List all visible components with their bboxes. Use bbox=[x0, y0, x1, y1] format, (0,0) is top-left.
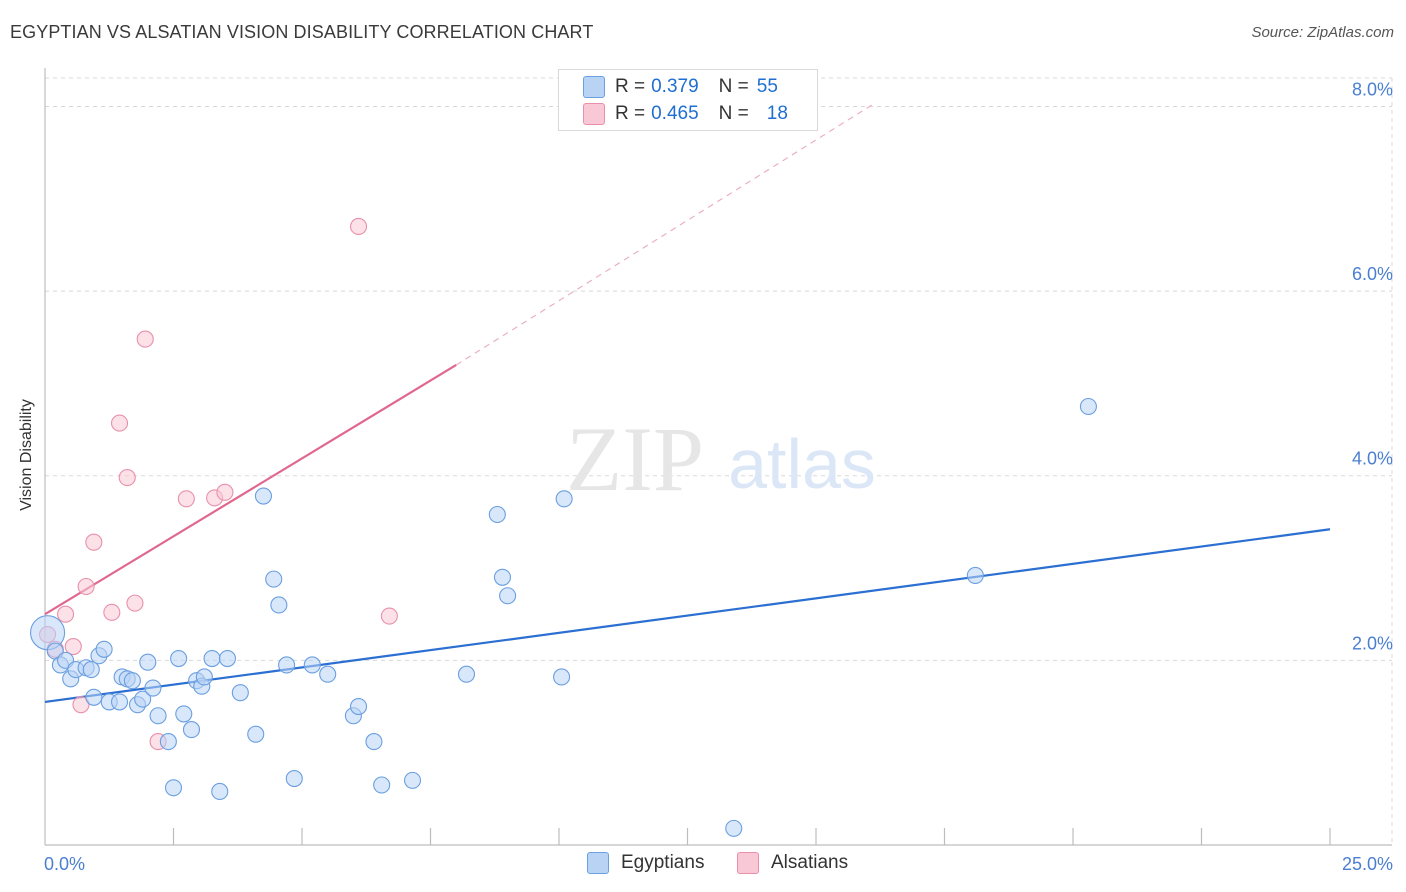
data-point-alsatians bbox=[349, 217, 368, 236]
source-label: Source: ZipAtlas.com bbox=[1251, 24, 1394, 41]
data-point-egyptians bbox=[175, 705, 193, 723]
data-point-egyptians bbox=[211, 782, 229, 801]
y-tick-label: 4.0% bbox=[1352, 449, 1393, 469]
data-point-alsatians bbox=[64, 637, 82, 656]
data-point-egyptians bbox=[488, 505, 506, 524]
data-point-egyptians bbox=[349, 697, 368, 716]
series-legend: Egyptians Alsatians bbox=[0, 852, 1406, 878]
data-point-egyptians bbox=[966, 566, 984, 584]
legend-r-value: 0.465 bbox=[651, 103, 699, 124]
legend-n-label: N = bbox=[718, 103, 749, 124]
data-point-egyptians bbox=[457, 665, 476, 683]
data-point-egyptians bbox=[493, 568, 512, 586]
correlation-legend: R = 0.379 N = 55 R = 0.465 N = 18 bbox=[558, 69, 818, 131]
legend-swatch-pink bbox=[583, 103, 605, 125]
data-point-egyptians bbox=[499, 587, 517, 605]
data-point-alsatians bbox=[136, 330, 154, 348]
data-point-egyptians bbox=[725, 819, 743, 837]
data-point-egyptians bbox=[82, 661, 100, 679]
grid-lines bbox=[45, 77, 1393, 845]
data-point-alsatians bbox=[103, 603, 121, 621]
data-point-alsatians bbox=[77, 577, 95, 596]
trend-extension-alsatians bbox=[455, 104, 873, 366]
data-point-egyptians bbox=[270, 596, 288, 614]
data-points bbox=[30, 217, 1097, 837]
data-point-egyptians bbox=[365, 733, 383, 751]
legend-row-alsatians: R = 0.465 N = 18 bbox=[583, 102, 788, 126]
data-point-egyptians bbox=[373, 776, 391, 794]
tick-labels: 2.0% 4.0% 6.0% 8.0% 0.0% 25.0% bbox=[44, 79, 1393, 874]
data-point-egyptians bbox=[231, 684, 249, 702]
x-tick-label: 25.0% bbox=[1342, 854, 1393, 874]
data-point-egyptians bbox=[247, 725, 265, 743]
legend-row-egyptians: R = 0.379 N = 55 bbox=[583, 75, 778, 99]
data-point-egyptians bbox=[85, 688, 103, 706]
data-point-egyptians bbox=[159, 733, 177, 751]
data-point-egyptians bbox=[319, 665, 337, 683]
legend-item-alsatians[interactable]: Alsatians bbox=[737, 852, 848, 874]
data-point-egyptians bbox=[278, 656, 296, 674]
data-point-egyptians bbox=[164, 779, 183, 797]
data-point-egyptians bbox=[123, 672, 141, 690]
data-point-egyptians bbox=[555, 490, 573, 508]
y-tick-label: 6.0% bbox=[1352, 264, 1393, 284]
data-point-egyptians bbox=[144, 679, 162, 697]
y-tick-label: 8.0% bbox=[1352, 79, 1393, 99]
data-point-egyptians bbox=[218, 649, 237, 668]
data-point-egyptians bbox=[149, 707, 167, 725]
y-tick-label: 2.0% bbox=[1352, 633, 1393, 653]
data-point-egyptians bbox=[195, 668, 213, 686]
watermark-atlas: atlas bbox=[728, 425, 876, 503]
legend-swatch-alsatians bbox=[737, 852, 759, 874]
data-point-alsatians bbox=[57, 605, 75, 623]
legend-n-value: 18 bbox=[766, 103, 788, 124]
x-tick-label: 0.0% bbox=[44, 854, 85, 874]
data-point-alsatians bbox=[177, 490, 195, 508]
data-point-egyptians bbox=[182, 721, 201, 739]
legend-label-alsatians: Alsatians bbox=[771, 852, 849, 873]
trend-line-alsatians bbox=[44, 364, 457, 616]
data-point-alsatians bbox=[72, 696, 90, 714]
legend-swatch-egyptians bbox=[587, 852, 609, 874]
data-point-egyptians bbox=[134, 690, 152, 708]
data-point-egyptians bbox=[265, 570, 283, 588]
chart-title: EGYPTIAN VS ALSATIAN VISION DISABILITY C… bbox=[10, 22, 594, 42]
data-point-egyptians bbox=[170, 649, 188, 668]
legend-swatch-blue bbox=[583, 76, 605, 98]
data-point-egyptians bbox=[95, 640, 113, 658]
data-point-egyptians bbox=[553, 668, 571, 686]
legend-n-label: N = bbox=[718, 76, 749, 97]
data-point-egyptians bbox=[403, 771, 422, 789]
legend-r-label: R = bbox=[615, 76, 646, 97]
data-point-egyptians bbox=[203, 649, 221, 668]
data-point-egyptians bbox=[110, 693, 129, 711]
legend-label-egyptians: Egyptians bbox=[621, 852, 705, 873]
data-point-alsatians bbox=[85, 533, 103, 551]
trend-lines bbox=[44, 104, 1331, 703]
watermark-zip: ZIP bbox=[566, 408, 704, 510]
data-point-alsatians bbox=[216, 483, 234, 501]
data-point-egyptians bbox=[285, 769, 303, 788]
data-point-egyptians bbox=[303, 656, 321, 674]
trend-line-egyptians bbox=[44, 528, 1331, 703]
data-point-alsatians bbox=[110, 414, 129, 432]
data-point-egyptians bbox=[139, 653, 157, 671]
data-point-alsatians bbox=[118, 469, 136, 487]
legend-n-value: 55 bbox=[756, 76, 778, 97]
data-point-egyptians bbox=[254, 487, 273, 505]
legend-item-egyptians[interactable]: Egyptians bbox=[587, 852, 704, 874]
data-point-alsatians bbox=[380, 607, 398, 625]
data-point-egyptians bbox=[1079, 397, 1097, 416]
legend-r-value: 0.379 bbox=[651, 76, 699, 97]
axes bbox=[44, 68, 1392, 846]
data-point-alsatians bbox=[126, 594, 144, 612]
legend-r-label: R = bbox=[615, 103, 646, 124]
watermark: ZIP atlas bbox=[566, 408, 876, 510]
